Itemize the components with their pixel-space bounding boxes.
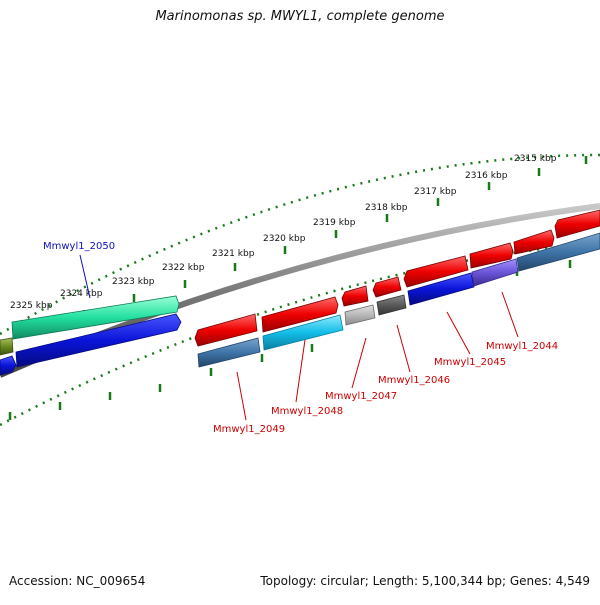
gene-mmwyl1-2046[interactable] (376, 294, 407, 316)
gene-mmwyl1-2044[interactable] (516, 232, 600, 272)
forward-strand-genes (0, 209, 600, 356)
gene-label-mmwyl1-2047[interactable]: Mmwyl1_2047 (325, 391, 397, 402)
gene-mmwyl1-2045-forward[interactable] (403, 255, 469, 288)
gene-label-mmwyl1-2050[interactable]: Mmwyl1_2050 (43, 241, 115, 252)
gene-mmwyl1-2046-forward[interactable] (372, 276, 402, 298)
gene-labels: Mmwyl1_2050 Mmwyl1_2049 Mmwyl1_2048 Mmwy… (43, 241, 558, 435)
gene-mmwyl1-2050[interactable] (11, 295, 180, 340)
gene-mmwyl1-2045[interactable] (407, 272, 475, 306)
reverse-strand-genes (0, 232, 600, 376)
gene-mmwyl1-2049-forward[interactable] (194, 313, 258, 347)
tick-label: 2320 kbp (263, 234, 306, 244)
gene-label-mmwyl1-2045[interactable]: Mmwyl1_2045 (434, 357, 506, 368)
tick-label: 2319 kbp (313, 218, 356, 228)
accession-text: Accession: NC_009654 (9, 574, 146, 588)
gene-label-mmwyl1-2046[interactable]: Mmwyl1_2046 (378, 375, 450, 386)
gene-mmwyl1-2047-forward[interactable] (341, 285, 369, 307)
gene-mmwyl1-2049[interactable] (197, 337, 261, 368)
tick-label: 2321 kbp (212, 249, 255, 259)
genome-summary-text: Topology: circular; Length: 5,100,344 bp… (260, 574, 590, 588)
gene-forward-right-2[interactable] (554, 209, 600, 239)
tick-label: 2317 kbp (414, 187, 457, 197)
outer-tick-ring (0, 153, 600, 336)
gene-mmwyl1-2045-part[interactable] (471, 258, 519, 287)
gene-mmwyl1-2047[interactable] (344, 304, 376, 326)
tick-label: 2325 kbp (10, 301, 53, 311)
gene-reverse-blue-long[interactable] (15, 313, 182, 368)
map-title: Marinomonas sp. MWYL1, complete genome (155, 9, 445, 24)
tick-label: 2323 kbp (112, 277, 155, 287)
gene-label-mmwyl1-2044[interactable]: Mmwyl1_2044 (486, 341, 558, 352)
gene-mmwyl1-2044-forward[interactable] (469, 242, 514, 269)
gene-label-mmwyl1-2049[interactable]: Mmwyl1_2049 (213, 424, 285, 435)
tick-label: 2322 kbp (162, 263, 205, 273)
tick-label: 2324 kbp (60, 289, 103, 299)
tick-label: 2316 kbp (465, 171, 508, 181)
gene-mmwyl1-2048-forward[interactable] (261, 296, 339, 333)
gene-left-blue-stub[interactable] (0, 355, 17, 376)
outer-major-ticks (31, 156, 588, 329)
tick-label: 2315 kbp (514, 154, 557, 164)
gene-label-mmwyl1-2048[interactable]: Mmwyl1_2048 (271, 406, 343, 417)
tick-label: 2318 kbp (365, 203, 408, 213)
gene-forward-left-olive[interactable] (0, 337, 14, 356)
callout-lines (79, 254, 519, 421)
gene-forward-right-1[interactable] (513, 229, 555, 255)
gene-mmwyl1-2048[interactable] (262, 314, 344, 351)
tick-labels: 2315 kbp 2316 kbp 2317 kbp 2318 kbp 2319… (10, 154, 557, 311)
